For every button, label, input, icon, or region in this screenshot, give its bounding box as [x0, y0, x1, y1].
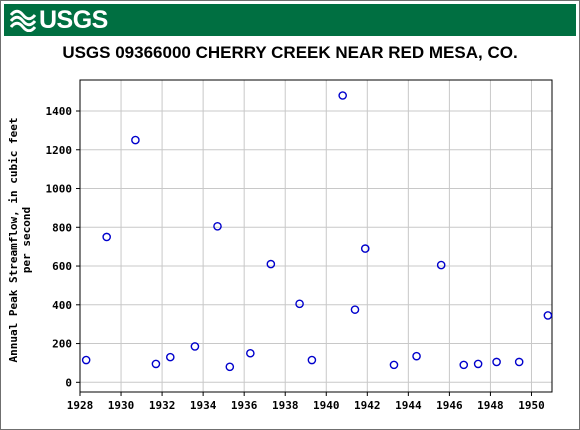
x-tick-label: 1938: [272, 399, 299, 412]
x-tick-label: 1942: [354, 399, 381, 412]
data-point: [151, 359, 161, 369]
data-point: [412, 351, 421, 361]
data-point: [190, 342, 200, 351]
x-tick-label: 1934: [190, 399, 217, 412]
y-axis-label: Annual Peak Streamflow, in cubic feet: [7, 117, 20, 362]
grid-lines: [79, 80, 552, 392]
data-point: [81, 355, 91, 365]
data-point: [459, 360, 469, 370]
data-point: [543, 311, 553, 320]
usgs-wave-icon: [10, 9, 36, 32]
y-tick-label: 400: [52, 299, 72, 312]
data-point: [389, 360, 399, 370]
data-point: [102, 232, 111, 242]
data-point: [307, 355, 317, 365]
y-tick-label: 200: [52, 338, 72, 351]
y-tick-label: 600: [52, 260, 72, 273]
x-tick-label: 1930: [108, 399, 135, 412]
plot-area-border: [79, 79, 553, 393]
x-tick-label: 1928: [67, 399, 94, 412]
usgs-logo[interactable]: USGS: [10, 5, 108, 34]
x-tick-label: 1944: [395, 399, 422, 412]
x-tick-label: 1946: [436, 399, 463, 412]
chart-title: USGS 09366000 CHERRY CREEK NEAR RED MESA…: [62, 43, 518, 62]
data-point: [473, 359, 483, 369]
data-point: [165, 352, 175, 362]
x-tick-label: 1950: [518, 399, 545, 412]
data-point: [350, 305, 360, 314]
x-tick-label: 1948: [477, 399, 504, 412]
y-tick-label: 1400: [46, 105, 73, 118]
y-axis-label-line1: Annual Peak Streamflow, in cubic feet: [7, 117, 20, 362]
y-axis-label-2: per second: [20, 207, 33, 273]
x-tick-label: 1932: [149, 399, 176, 412]
y-axis-label-line2: per second: [20, 207, 33, 273]
data-points: [81, 91, 553, 372]
data-point: [436, 260, 446, 270]
data-point: [213, 222, 222, 231]
y-tick-label: 1200: [46, 144, 73, 157]
data-point: [514, 357, 524, 367]
axis-ticks: 1928 1930 1932 1934 1936 1938 1940 1942 1944 1946…: [46, 105, 545, 412]
data-point: [266, 259, 276, 269]
data-point: [295, 299, 304, 309]
usgs-logo-text: USGS: [39, 5, 108, 34]
data-point: [131, 135, 140, 145]
y-tick-label: 800: [52, 221, 72, 234]
x-tick-label: 1940: [313, 399, 340, 412]
y-tick-label: 1000: [46, 183, 73, 196]
data-point: [492, 357, 501, 367]
data-point: [360, 244, 370, 253]
x-tick-label: 1936: [231, 399, 258, 412]
y-tick-label: 0: [65, 376, 72, 389]
data-point: [246, 348, 255, 358]
data-point: [225, 362, 235, 372]
data-point: [338, 91, 347, 100]
usgs-banner: USGS: [4, 4, 576, 36]
